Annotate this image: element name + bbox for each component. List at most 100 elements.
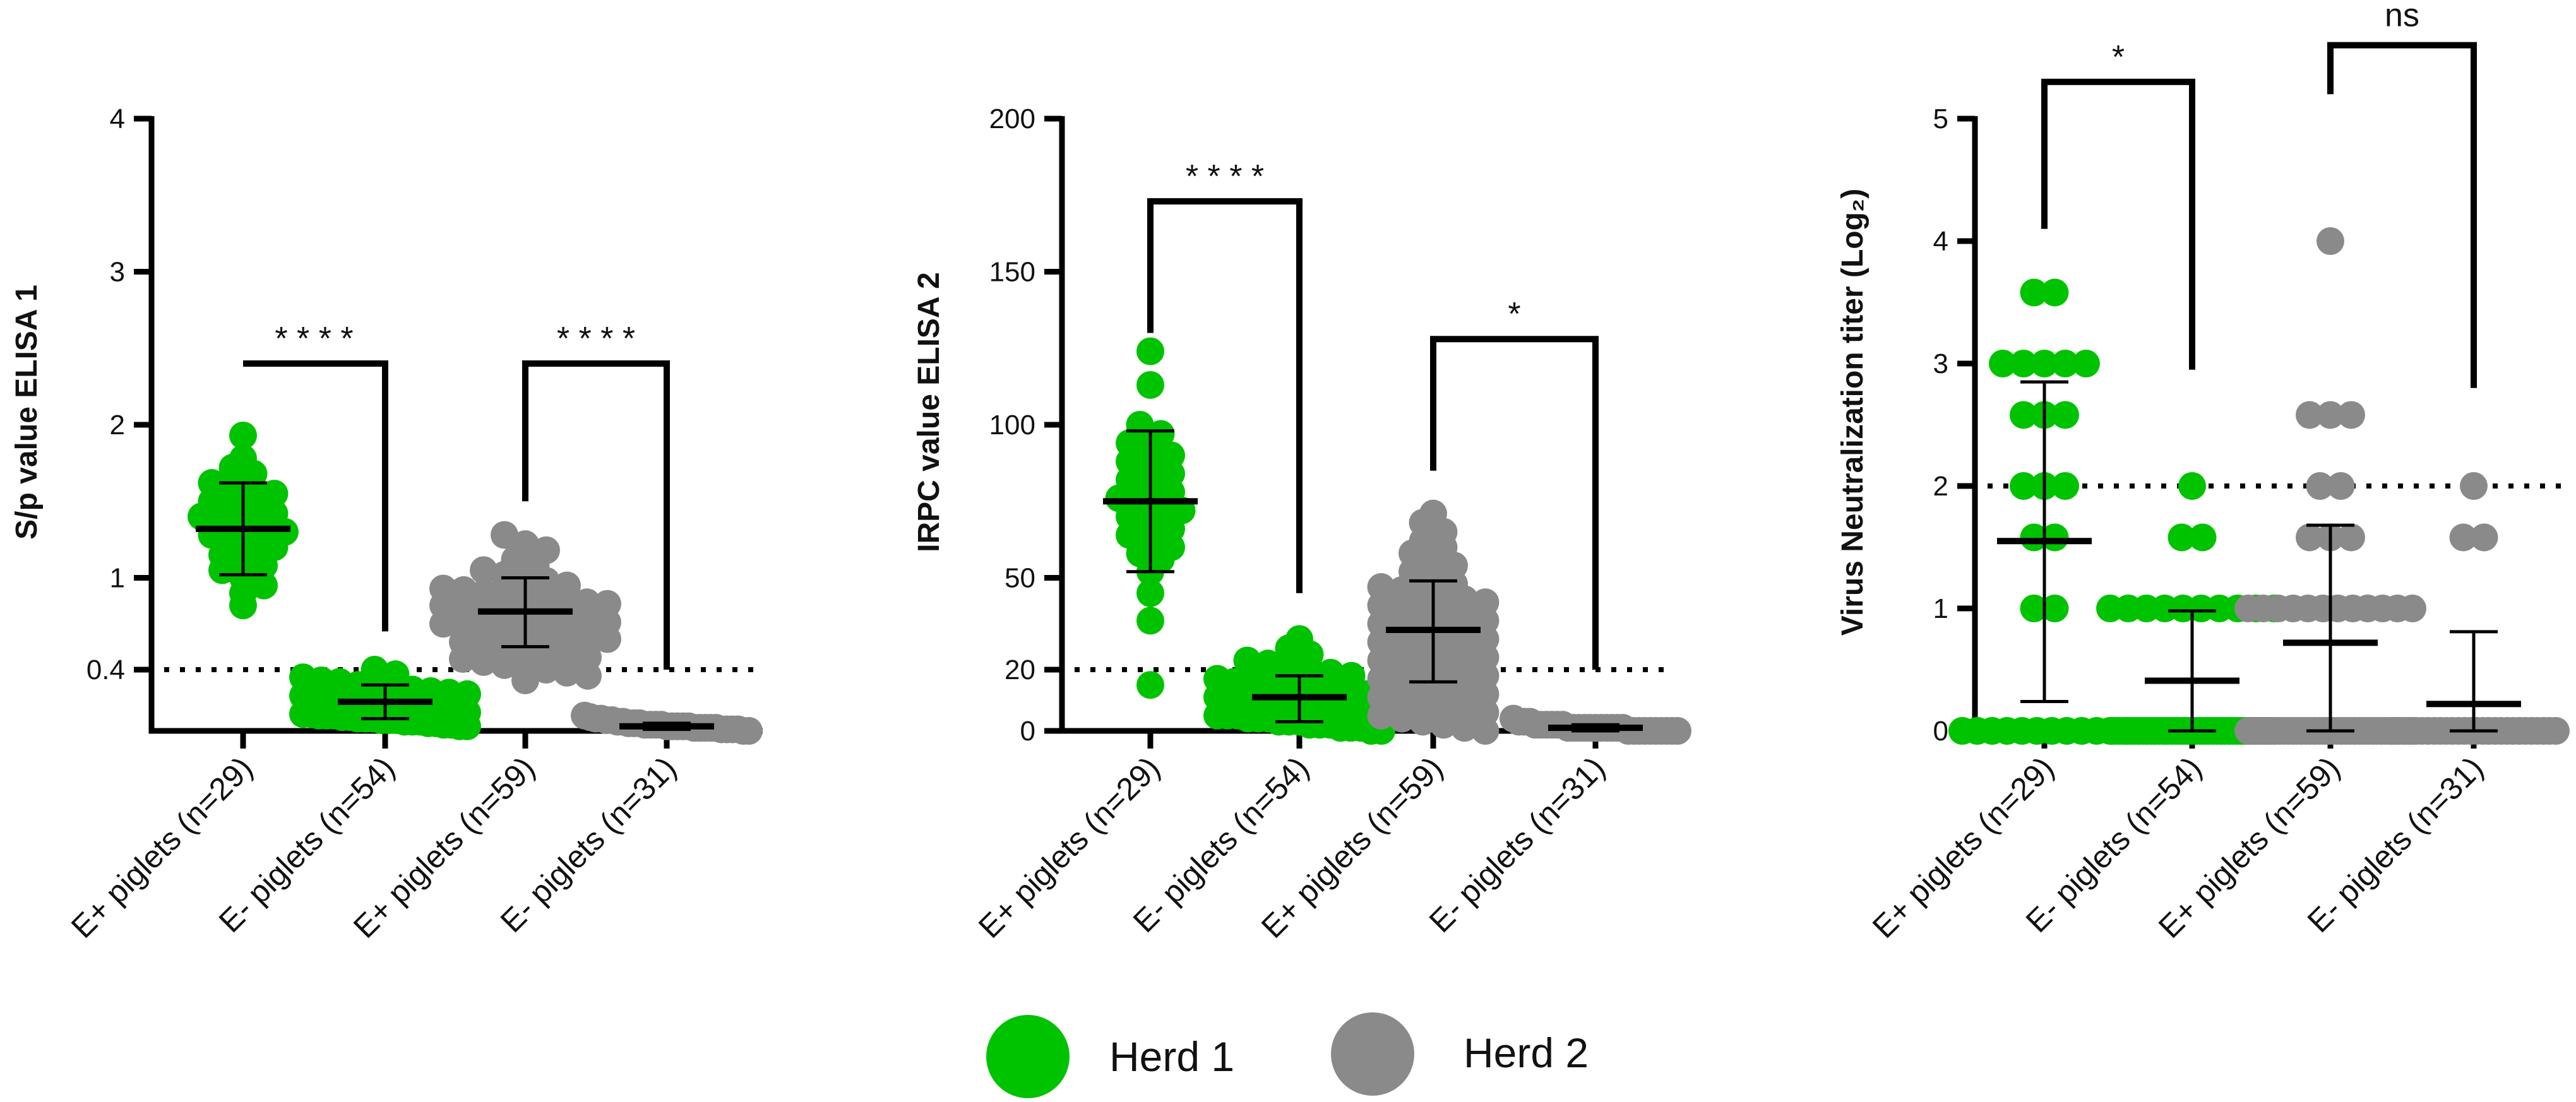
data-point — [593, 625, 621, 653]
data-point — [2296, 523, 2323, 552]
y-tick-label: 2 — [110, 410, 125, 441]
data-point — [2020, 595, 2048, 622]
data-point — [1664, 717, 1691, 745]
x-tick-label: E- piglets (n=31) — [1422, 750, 1612, 939]
data-point — [1367, 701, 1395, 730]
series-points — [1105, 337, 1196, 699]
data-point — [2327, 472, 2355, 500]
data-point — [2072, 350, 2100, 377]
data-point — [2296, 401, 2323, 429]
y-tick-label: 200 — [989, 104, 1035, 134]
data-point — [574, 661, 602, 690]
y-tick-label: 3 — [110, 257, 125, 288]
data-point — [1388, 704, 1416, 733]
data-point — [1233, 646, 1261, 675]
data-point — [449, 645, 477, 673]
y-tick-label: 1 — [1933, 593, 1948, 624]
data-point — [491, 651, 518, 679]
y-axis-title: S/p value ELISA 1 — [10, 285, 44, 540]
data-point — [1471, 717, 1500, 745]
data-point — [1136, 370, 1164, 399]
data-point — [511, 666, 539, 694]
y-axis-title: Virus Neutralization titer (Log₂) — [1836, 189, 1869, 636]
data-point — [2020, 523, 2048, 552]
y-tick-label: 0 — [1020, 716, 1035, 747]
data-point — [553, 658, 581, 687]
data-point — [1429, 711, 1458, 739]
data-point — [229, 591, 257, 620]
data-point — [2449, 523, 2478, 552]
data-point — [532, 656, 560, 684]
significance-bracket — [2327, 42, 2477, 388]
data-point — [2051, 472, 2079, 500]
data-point — [2051, 350, 2079, 377]
data-point — [260, 480, 289, 508]
data-point — [2337, 523, 2365, 552]
data-point — [470, 648, 498, 676]
data-point — [2041, 278, 2069, 307]
data-point — [2306, 472, 2334, 500]
data-point — [453, 712, 481, 740]
data-point — [2317, 401, 2344, 429]
significance-label: * * * * — [1186, 158, 1264, 195]
y-tick-label: 20 — [1005, 655, 1035, 685]
data-point — [1989, 350, 2017, 377]
y-tick-label: 1 — [110, 563, 125, 594]
data-point — [2030, 350, 2058, 377]
data-point — [491, 560, 518, 589]
data-point — [1136, 671, 1164, 699]
y-tick-label: 2 — [1933, 471, 1948, 502]
series-points — [571, 701, 763, 745]
data-point — [2010, 472, 2037, 500]
data-point — [1450, 714, 1479, 742]
significance-label: * — [2112, 39, 2125, 76]
data-point — [2051, 401, 2079, 429]
significance-bracket — [1430, 336, 1599, 670]
data-point — [1409, 708, 1437, 736]
data-point — [2399, 595, 2426, 622]
significance-label: ns — [2385, 0, 2419, 34]
data-point — [208, 556, 236, 584]
y-tick-label: 0.4 — [86, 655, 125, 685]
y-tick-label: 50 — [1005, 563, 1035, 594]
significance-bracket — [1147, 198, 1303, 593]
significance-bracket — [2041, 78, 2195, 370]
data-point — [2020, 278, 2048, 307]
y-tick-label: 100 — [989, 410, 1035, 441]
data-point — [735, 717, 763, 745]
data-point — [2041, 595, 2069, 622]
data-point — [2010, 350, 2037, 377]
legend-dot-herd2 — [1331, 1012, 1414, 1096]
data-point — [491, 521, 518, 549]
series-points — [429, 521, 621, 694]
legend-label-herd1: Herd 1 — [1109, 1033, 1234, 1080]
data-point — [250, 571, 278, 600]
significance-label: * — [1508, 296, 1520, 333]
significance-bracket — [522, 360, 670, 670]
y-tick-label: 0 — [1933, 716, 1948, 747]
y-tick-label: 150 — [989, 257, 1035, 288]
data-point — [2317, 227, 2344, 255]
data-point — [1136, 607, 1164, 635]
data-point — [2188, 523, 2217, 552]
legend-label-herd2: Herd 2 — [1464, 1029, 1589, 1076]
data-point — [229, 421, 257, 449]
y-axis-title: IRPC value ELISA 2 — [912, 272, 946, 552]
y-tick-label: 4 — [110, 104, 125, 134]
data-point — [1254, 649, 1282, 678]
data-point — [1136, 337, 1164, 365]
y-tick-label: 5 — [1933, 104, 1948, 134]
significance-label: * * * * — [557, 321, 635, 357]
data-point — [2542, 717, 2570, 745]
significance-label: * * * * — [275, 321, 353, 357]
significance-bracket — [243, 360, 388, 632]
data-point — [2041, 523, 2069, 552]
data-point — [2470, 523, 2498, 552]
data-point — [2178, 472, 2206, 500]
data-point — [250, 552, 278, 580]
legend-dot-herd1 — [986, 1015, 1070, 1098]
legend: Herd 1 Herd 2 — [986, 1012, 1589, 1098]
